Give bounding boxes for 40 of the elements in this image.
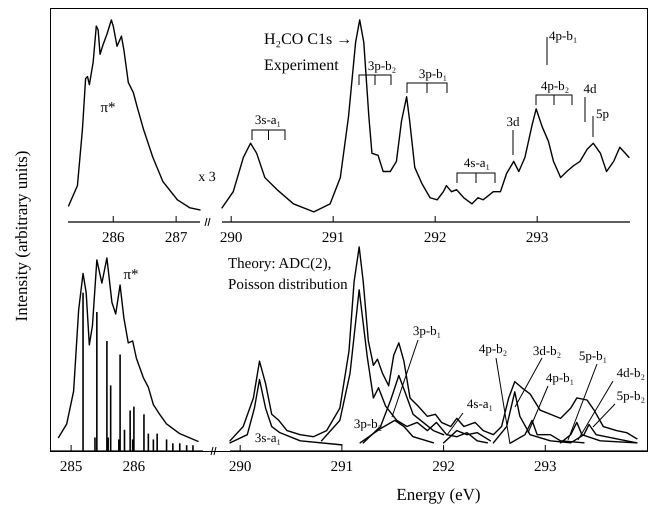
annotation: Poisson distribution (228, 277, 348, 293)
annotation: 5p (596, 106, 609, 121)
annotation: 4p-b₁ (549, 28, 578, 43)
x-tick-label: 293 (526, 230, 548, 246)
x-tick-label: 291 (322, 230, 344, 246)
annotation: Experiment (264, 57, 340, 74)
x-tick-label: 285 (60, 459, 82, 475)
x-tick-label: 291 (330, 459, 354, 475)
annotation: 3p-b₂ (354, 416, 382, 431)
x-axis-title: Energy (eV) (396, 485, 481, 504)
annotation: π* (100, 100, 116, 116)
annotation: 3p-b₂ (368, 58, 396, 73)
annotation: 3p-b₁ (418, 66, 448, 81)
x-tick-label: 290 (228, 459, 252, 475)
annotation: 5p-b₂ (616, 388, 645, 403)
annotation: x 3 (198, 170, 216, 185)
x-tick-label: 287 (164, 230, 188, 246)
annotation: Theory: ADC(2), (228, 256, 332, 272)
annotation: 3s-a₁ (254, 112, 282, 127)
annotation: 4d-b₂ (616, 365, 645, 380)
x-tick-label: 286 (102, 230, 126, 246)
y-axis-title: Intensity (arbitrary units) (12, 150, 31, 322)
annotation: 3d-b₂ (532, 343, 562, 358)
annotation: 3s-a₁ (254, 430, 282, 445)
annotation: 5p-b₁ (578, 348, 608, 363)
annotation: 4s-a₁ (466, 396, 494, 411)
annotation: 3p-b₁ (412, 323, 442, 338)
annotation: 4p-b₁ (546, 370, 574, 385)
x-tick-label: 290 (220, 230, 242, 246)
annotation: 3d (506, 114, 520, 129)
annotation: H₂CO C1s → (264, 31, 352, 48)
x-tick-label: 292 (424, 230, 446, 246)
annotation: 4p-b₂ (478, 341, 508, 356)
x-tick-label: 292 (432, 459, 455, 475)
annotation: π* (123, 267, 139, 283)
annotation: 4s-a₁ (464, 155, 490, 170)
x-tick-label: 293 (534, 459, 557, 475)
annotation: 4d (584, 81, 597, 96)
annotation: 4p-b₂ (540, 78, 570, 93)
x-tick-label: 286 (122, 459, 146, 475)
